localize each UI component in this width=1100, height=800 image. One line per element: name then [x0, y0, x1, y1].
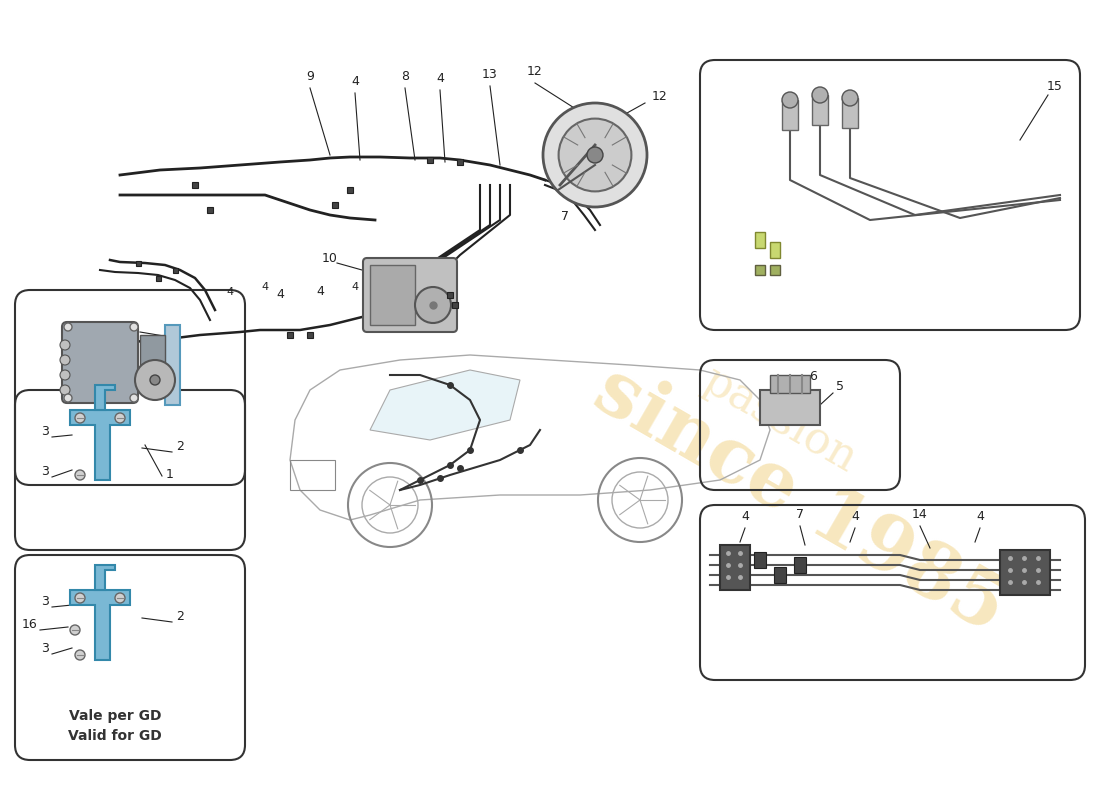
- Text: 3: 3: [41, 595, 48, 608]
- Text: 13: 13: [482, 68, 498, 81]
- Circle shape: [782, 92, 797, 108]
- Circle shape: [130, 394, 138, 402]
- Text: 9: 9: [306, 70, 313, 83]
- Bar: [755, 232, 764, 248]
- Text: 16: 16: [22, 618, 37, 631]
- Text: Vale per GD: Vale per GD: [68, 709, 162, 723]
- Bar: [770, 265, 780, 275]
- Circle shape: [75, 413, 85, 423]
- Circle shape: [543, 103, 647, 207]
- Bar: [173, 267, 177, 273]
- Bar: [760, 390, 820, 425]
- Text: 4: 4: [436, 72, 444, 85]
- Circle shape: [60, 370, 70, 380]
- Text: 10: 10: [322, 252, 338, 265]
- Bar: [207, 207, 213, 213]
- Text: 7: 7: [796, 508, 804, 521]
- Text: since 1985: since 1985: [582, 353, 1019, 647]
- Bar: [370, 265, 415, 325]
- Text: 2: 2: [176, 440, 184, 453]
- Bar: [427, 157, 433, 163]
- Bar: [842, 98, 858, 128]
- Circle shape: [60, 385, 70, 395]
- Text: 3: 3: [41, 642, 48, 655]
- Text: 7: 7: [561, 210, 569, 223]
- Text: 3: 3: [41, 465, 48, 478]
- Text: 4: 4: [276, 288, 284, 301]
- Circle shape: [135, 360, 175, 400]
- Bar: [794, 557, 806, 573]
- Bar: [447, 292, 453, 298]
- Bar: [812, 95, 828, 125]
- Bar: [770, 242, 780, 258]
- Text: 15: 15: [1047, 80, 1063, 93]
- Circle shape: [75, 470, 85, 480]
- Circle shape: [415, 287, 451, 323]
- FancyBboxPatch shape: [363, 258, 456, 332]
- Bar: [456, 159, 463, 165]
- Text: 4: 4: [351, 75, 359, 88]
- Polygon shape: [70, 410, 130, 480]
- Text: 11: 11: [122, 330, 138, 343]
- Text: 4: 4: [741, 510, 749, 523]
- Circle shape: [70, 625, 80, 635]
- Circle shape: [559, 118, 631, 191]
- Text: 14: 14: [912, 508, 928, 521]
- Bar: [1000, 550, 1050, 595]
- Circle shape: [116, 413, 125, 423]
- Bar: [782, 100, 797, 130]
- Text: 8: 8: [402, 70, 409, 83]
- Bar: [452, 302, 458, 308]
- Bar: [332, 202, 338, 208]
- Polygon shape: [95, 565, 116, 590]
- Circle shape: [116, 593, 125, 603]
- Circle shape: [75, 593, 85, 603]
- Circle shape: [75, 650, 85, 660]
- Bar: [774, 567, 786, 583]
- Text: 4: 4: [382, 282, 388, 292]
- Text: Valid for GD: Valid for GD: [68, 729, 162, 743]
- Text: 4: 4: [316, 285, 323, 298]
- Text: 1: 1: [166, 468, 174, 481]
- Text: 4: 4: [351, 282, 359, 292]
- Text: 4: 4: [262, 282, 268, 292]
- Text: passion: passion: [695, 358, 865, 482]
- Bar: [770, 375, 810, 393]
- Text: 3: 3: [41, 425, 48, 438]
- Bar: [720, 545, 750, 590]
- Circle shape: [64, 323, 72, 331]
- Circle shape: [812, 87, 828, 103]
- Circle shape: [587, 147, 603, 163]
- Circle shape: [150, 375, 160, 385]
- Text: 4: 4: [976, 510, 983, 523]
- Bar: [346, 187, 353, 193]
- Circle shape: [64, 394, 72, 402]
- Bar: [287, 332, 293, 338]
- Text: 12: 12: [652, 90, 668, 103]
- Bar: [192, 182, 198, 188]
- Polygon shape: [95, 385, 116, 410]
- Circle shape: [842, 90, 858, 106]
- Polygon shape: [165, 325, 180, 405]
- Bar: [135, 261, 141, 266]
- FancyBboxPatch shape: [62, 322, 138, 403]
- Text: 4: 4: [851, 510, 859, 523]
- Bar: [755, 265, 764, 275]
- Bar: [307, 332, 314, 338]
- Bar: [290, 460, 336, 490]
- Circle shape: [60, 340, 70, 350]
- Bar: [754, 552, 766, 568]
- Bar: [140, 335, 165, 390]
- Text: 2: 2: [176, 610, 184, 623]
- Bar: [155, 275, 161, 281]
- Text: 6: 6: [810, 370, 817, 383]
- Text: 12: 12: [527, 65, 543, 78]
- Polygon shape: [370, 370, 520, 440]
- Circle shape: [130, 323, 138, 331]
- Polygon shape: [70, 590, 130, 660]
- Text: 4: 4: [161, 330, 169, 343]
- Text: 4: 4: [227, 287, 233, 297]
- Circle shape: [60, 355, 70, 365]
- Text: 5: 5: [836, 380, 844, 393]
